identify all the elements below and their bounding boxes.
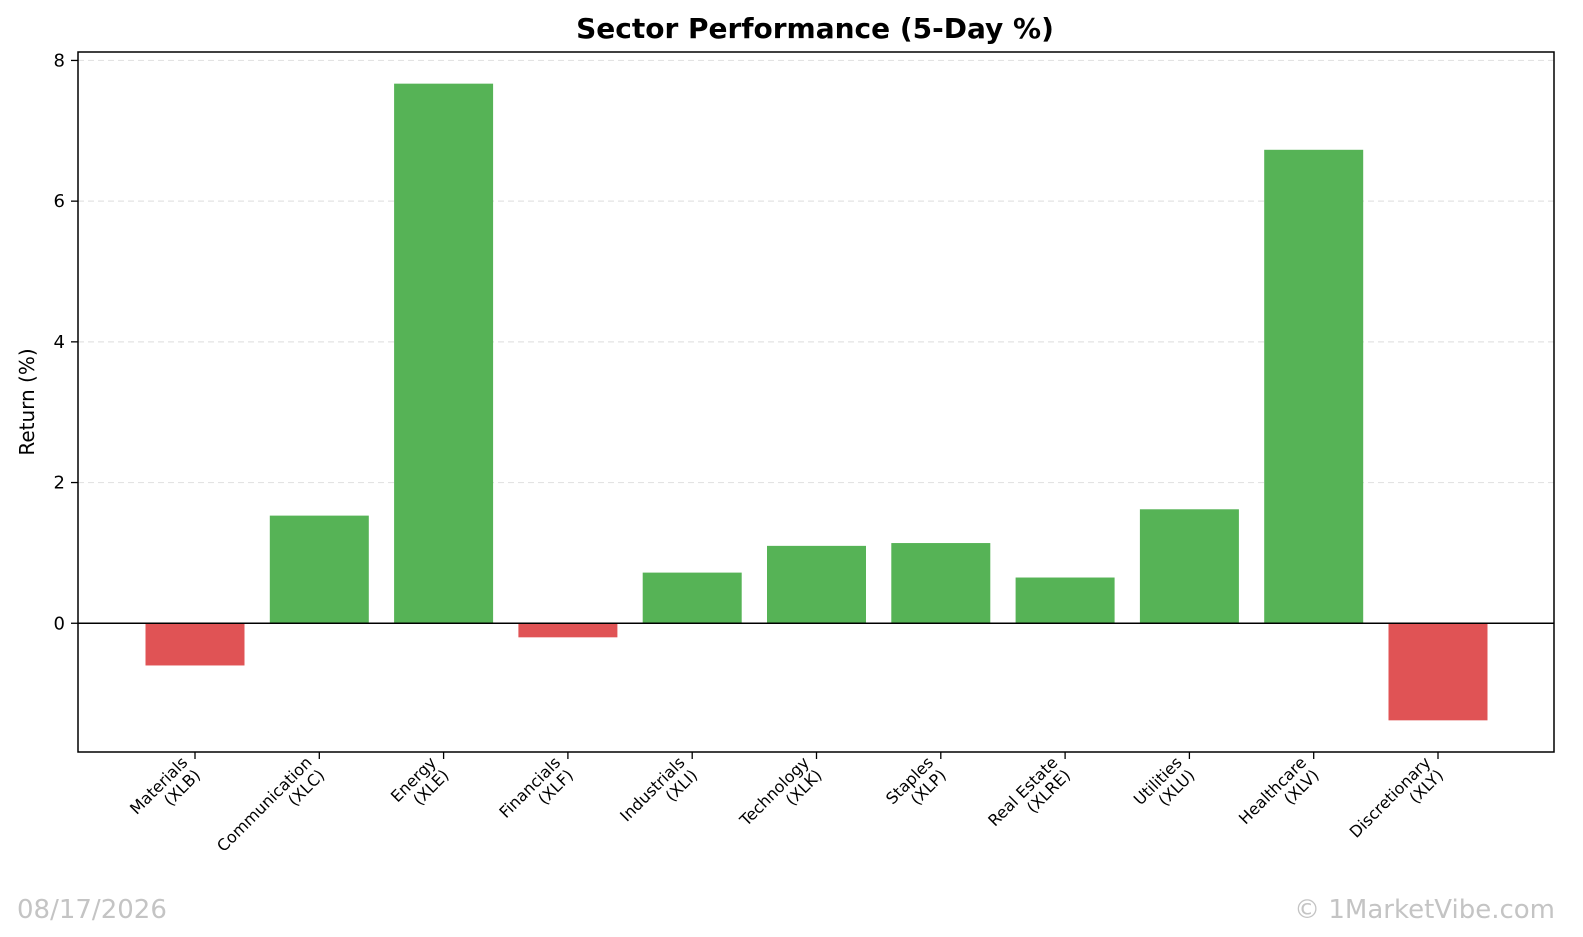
- bar-5: [767, 545, 866, 624]
- bars: [145, 83, 1488, 721]
- x-tick-label-5: Technology(XLK): [735, 753, 825, 843]
- bar-1: [269, 515, 369, 624]
- x-tick-label-7: Real Estate(XLRE): [984, 753, 1074, 843]
- x-tick-label-8: Utilities(XLU): [1130, 753, 1199, 822]
- y-tick-label-3: 6: [54, 191, 65, 212]
- x-tick-label-10: Discretionary(XLY): [1346, 753, 1447, 854]
- y-tick-label-2: 4: [54, 332, 65, 353]
- x-tick-label-3: Financials(XLF): [495, 753, 577, 835]
- x-tick-label-2: Energy(XLE): [387, 753, 453, 819]
- bar-8: [1139, 509, 1239, 624]
- x-axis-ticks: Materials(XLB) Communication(XLC) Energy(X…: [126, 752, 1447, 868]
- x-tick-label-1: Communication(XLC): [213, 753, 328, 868]
- bar-9: [1264, 149, 1364, 624]
- x-tick-label-6: Staples(XLP): [882, 753, 950, 821]
- x-tick-label-9: Healthcare(XLV): [1235, 753, 1323, 841]
- y-tick-label-0: 0: [54, 613, 65, 634]
- bar-0: [145, 623, 245, 666]
- y-tick-label-4: 8: [54, 50, 65, 71]
- y-tick-label-1: 2: [54, 473, 65, 494]
- footer-credit: © 1MarketVibe.com: [1294, 895, 1555, 925]
- bar-7: [1015, 577, 1115, 624]
- x-tick-label-4: Industrials(XLI): [616, 753, 701, 838]
- y-axis-ticks: 0 2 4 6 8: [54, 50, 78, 634]
- bar-4: [642, 572, 742, 624]
- chart-title: Sector Performance (5-Day %): [576, 12, 1054, 45]
- bar-6: [891, 543, 991, 624]
- y-axis-label: Return (%): [15, 348, 39, 455]
- x-tick-label-0: Materials(XLB): [126, 753, 204, 831]
- bar-3: [518, 623, 618, 638]
- bar-10: [1388, 623, 1488, 721]
- footer-date: 08/17/2026: [17, 895, 167, 925]
- bar-2: [394, 83, 494, 624]
